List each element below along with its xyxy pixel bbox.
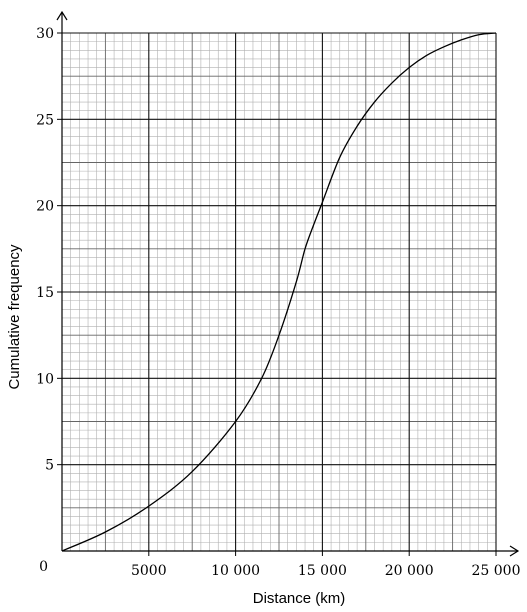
y-tick-label: 25 bbox=[36, 112, 54, 128]
x-tick-label: 15 000 bbox=[298, 563, 347, 579]
grid-major-lines bbox=[62, 32, 497, 551]
series-layer bbox=[61, 32, 497, 552]
y-axis-title: Cumulative frequency bbox=[6, 244, 23, 390]
y-tick-label: 15 bbox=[36, 285, 54, 301]
x-tick-label: 10 000 bbox=[211, 563, 260, 579]
x-axis-title: Distance (km) bbox=[253, 590, 346, 607]
y-tick-label: 20 bbox=[36, 199, 54, 215]
x-tick-label: 5000 bbox=[131, 563, 167, 579]
tick-labels: 5000 10 000 15 000 20 000 25 000 5 10 15 20 25 30 bbox=[36, 26, 520, 579]
origin-label: 0 bbox=[39, 559, 48, 575]
y-tick-label: 10 bbox=[36, 371, 54, 387]
axes bbox=[56, 10, 520, 557]
x-tick-label: 20 000 bbox=[385, 563, 434, 579]
x-axis-arrow bbox=[509, 545, 520, 557]
y-tick-label: 5 bbox=[45, 458, 54, 474]
cumulative-frequency-curve bbox=[61, 32, 497, 552]
x-tick-label: 25 000 bbox=[472, 563, 521, 579]
y-axis-arrow bbox=[56, 10, 68, 21]
y-tick-label: 30 bbox=[36, 26, 54, 42]
